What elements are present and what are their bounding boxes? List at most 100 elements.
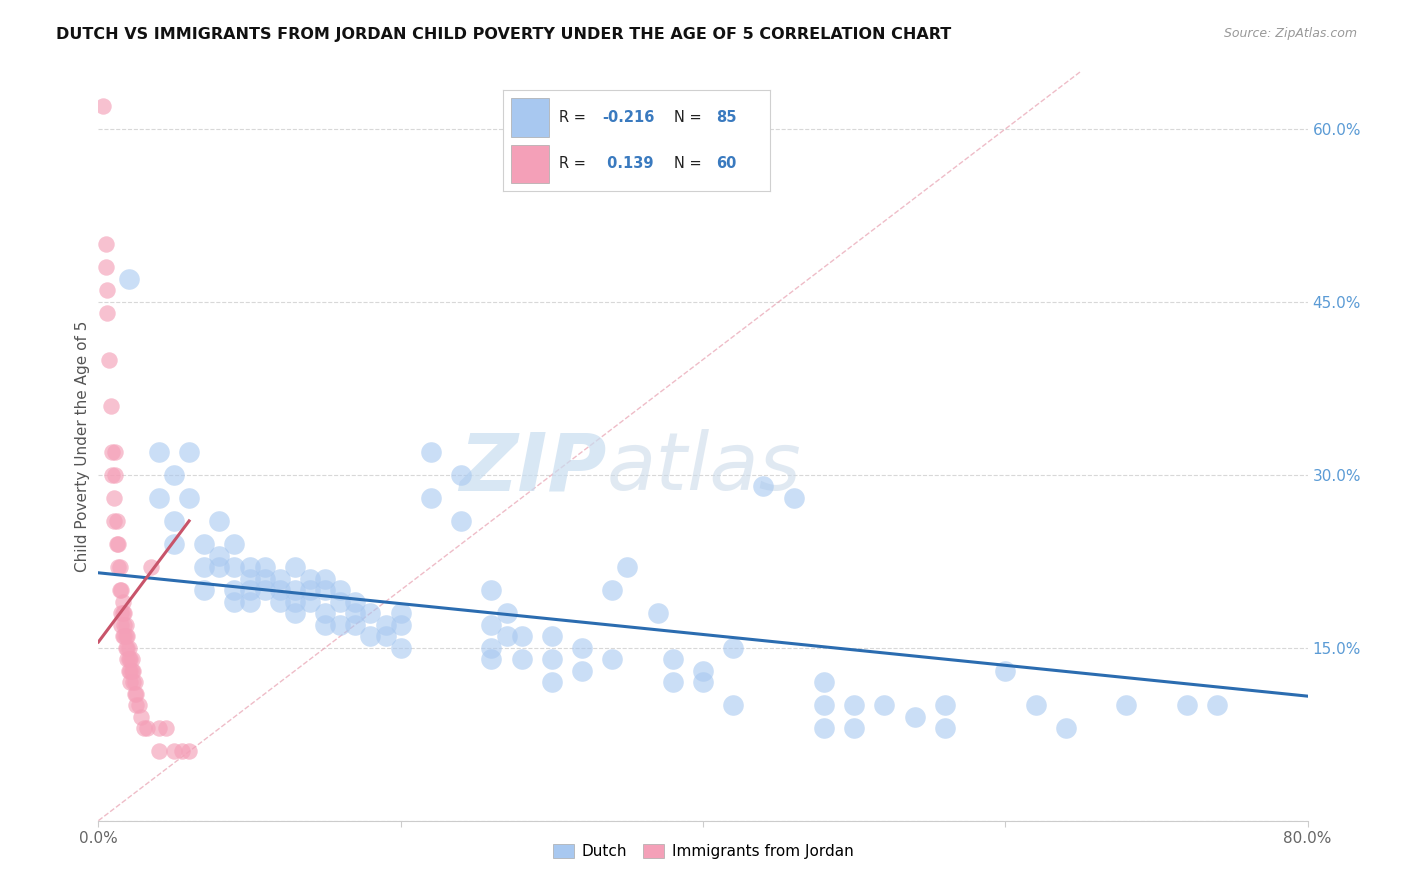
Point (155, 722, 177, 736)
Point (104, 467, 127, 482)
Point (107, 560, 129, 574)
Point (103, 491, 125, 505)
Point (112, 606, 135, 620)
Point (299, 572, 322, 586)
Point (329, 583, 352, 598)
Point (115, 652, 138, 666)
Point (1115, 698, 1137, 713)
Point (91, 99, 114, 113)
Point (224, 594, 246, 608)
Point (239, 583, 262, 598)
Point (344, 606, 367, 620)
Point (253, 583, 276, 598)
Point (269, 583, 291, 598)
Point (284, 583, 307, 598)
Point (314, 617, 336, 632)
Point (481, 640, 503, 655)
Point (239, 572, 262, 586)
Point (540, 652, 562, 666)
Point (122, 664, 145, 678)
Point (510, 629, 533, 643)
Point (208, 549, 231, 563)
Point (122, 675, 145, 690)
Text: DUTCH VS IMMIGRANTS FROM JORDAN CHILD POVERTY UNDER THE AGE OF 5 CORRELATION CHA: DUTCH VS IMMIGRANTS FROM JORDAN CHILD PO… (56, 27, 952, 42)
Text: atlas: atlas (606, 429, 801, 508)
Point (1206, 698, 1229, 713)
Point (111, 629, 134, 643)
Point (783, 491, 806, 505)
Point (120, 675, 142, 690)
Point (299, 594, 322, 608)
Point (616, 560, 638, 574)
Point (647, 606, 669, 620)
Point (208, 514, 231, 528)
Point (813, 722, 835, 736)
Point (105, 537, 128, 551)
Point (115, 629, 138, 643)
Point (844, 698, 866, 713)
Point (813, 675, 835, 690)
Point (104, 444, 127, 458)
Point (510, 652, 533, 666)
Point (253, 572, 276, 586)
Point (540, 675, 562, 690)
Point (844, 722, 866, 736)
Point (1054, 722, 1077, 736)
Point (481, 583, 503, 598)
Point (124, 687, 146, 701)
Point (420, 491, 443, 505)
Point (873, 698, 896, 713)
Point (114, 640, 136, 655)
Point (107, 537, 129, 551)
Point (103, 514, 125, 528)
Point (495, 606, 517, 620)
Point (148, 491, 170, 505)
Point (112, 629, 135, 643)
Point (108, 560, 131, 574)
Point (110, 617, 132, 632)
Point (224, 537, 246, 551)
Point (360, 629, 382, 643)
Point (110, 606, 132, 620)
Point (96, 306, 118, 320)
Point (692, 664, 714, 678)
Point (540, 629, 562, 643)
Point (100, 399, 122, 413)
Point (284, 606, 307, 620)
Point (111, 594, 134, 608)
Point (994, 664, 1017, 678)
Point (121, 664, 143, 678)
Point (450, 514, 472, 528)
Point (132, 722, 155, 736)
Point (284, 560, 307, 574)
Point (481, 652, 503, 666)
Point (163, 744, 186, 758)
Point (224, 560, 246, 574)
Y-axis label: Child Poverty Under the Age of 5: Child Poverty Under the Age of 5 (75, 320, 90, 572)
Point (179, 444, 201, 458)
Point (101, 444, 124, 458)
Point (124, 675, 146, 690)
Point (148, 444, 170, 458)
Point (1024, 698, 1046, 713)
Point (723, 698, 745, 713)
Point (723, 640, 745, 655)
Point (111, 606, 134, 620)
Point (141, 560, 163, 574)
Point (118, 652, 141, 666)
Point (813, 698, 835, 713)
Point (193, 537, 215, 551)
Point (314, 583, 336, 598)
Point (602, 583, 624, 598)
Point (112, 617, 135, 632)
Point (344, 617, 367, 632)
Point (110, 583, 132, 598)
Point (389, 640, 412, 655)
Point (344, 594, 367, 608)
Point (495, 629, 517, 643)
Point (329, 594, 352, 608)
Point (114, 629, 136, 643)
Point (179, 744, 201, 758)
Point (193, 560, 215, 574)
Point (101, 467, 124, 482)
